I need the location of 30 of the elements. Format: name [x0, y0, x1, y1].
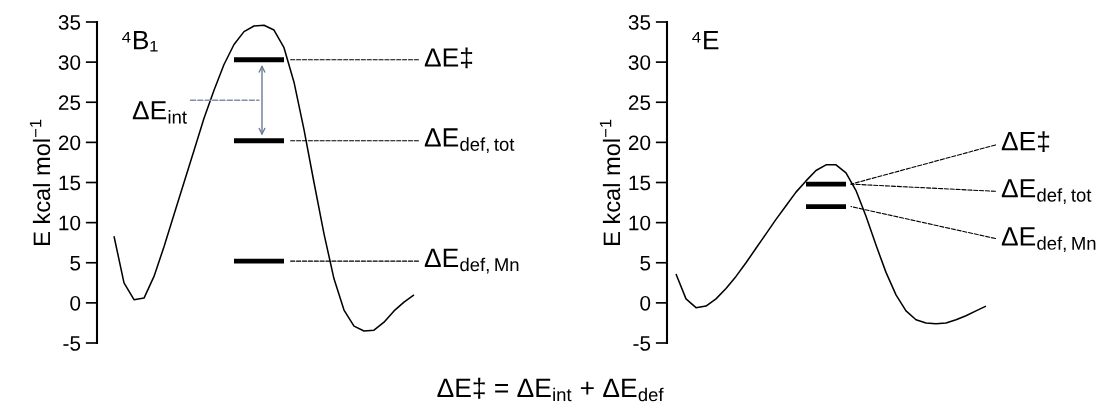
y-tick-label: -5	[633, 336, 651, 351]
y-tick-label: 20	[628, 135, 651, 151]
y-tick-label: 25	[58, 95, 81, 110]
text: ΔE$_{def,Mn}$	[424, 248, 519, 274]
y-tick-label: 35	[628, 15, 651, 30]
y-tick-label: 5	[640, 255, 651, 271]
y-tick-label: 10	[629, 215, 651, 231]
y-tick-label: 15	[59, 175, 81, 191]
y-tick-label: 0	[70, 295, 81, 311]
y-tick-label: 10	[59, 215, 81, 231]
text: ΔE‡	[1001, 131, 1050, 153]
text: ΔE‡	[424, 47, 473, 69]
y-tick-label: 15	[629, 175, 651, 191]
chart-title: ⁴E	[692, 30, 719, 50]
text: ΔE$_{def,tot}$	[424, 128, 515, 154]
y-tick-label: 25	[628, 95, 651, 110]
chart-title: ⁴B₁	[122, 30, 158, 52]
annotation: ΔE$_{int}$	[132, 101, 187, 124]
y-tick-label: 35	[58, 15, 81, 30]
y-tick-label: 30	[628, 55, 651, 70]
text: ΔE$_{def,Mn}$	[1001, 227, 1096, 253]
text: ΔE$_{def,tot}$	[1001, 179, 1092, 204]
y-axis-title: E kcal mol$^{−1}$	[29, 119, 51, 245]
y-axis-title: E kcal mol$^{−1}$	[599, 119, 621, 245]
y-tick-label: 5	[70, 255, 81, 271]
y-tick-label: 0	[640, 295, 651, 311]
text: ΔE‡ = ΔE$_{int}$ + ΔE$_{def}$	[437, 377, 664, 402]
y-tick-label: 20	[58, 135, 81, 151]
y-tick-label: -5	[63, 336, 81, 351]
y-tick-label: 30	[58, 55, 81, 70]
